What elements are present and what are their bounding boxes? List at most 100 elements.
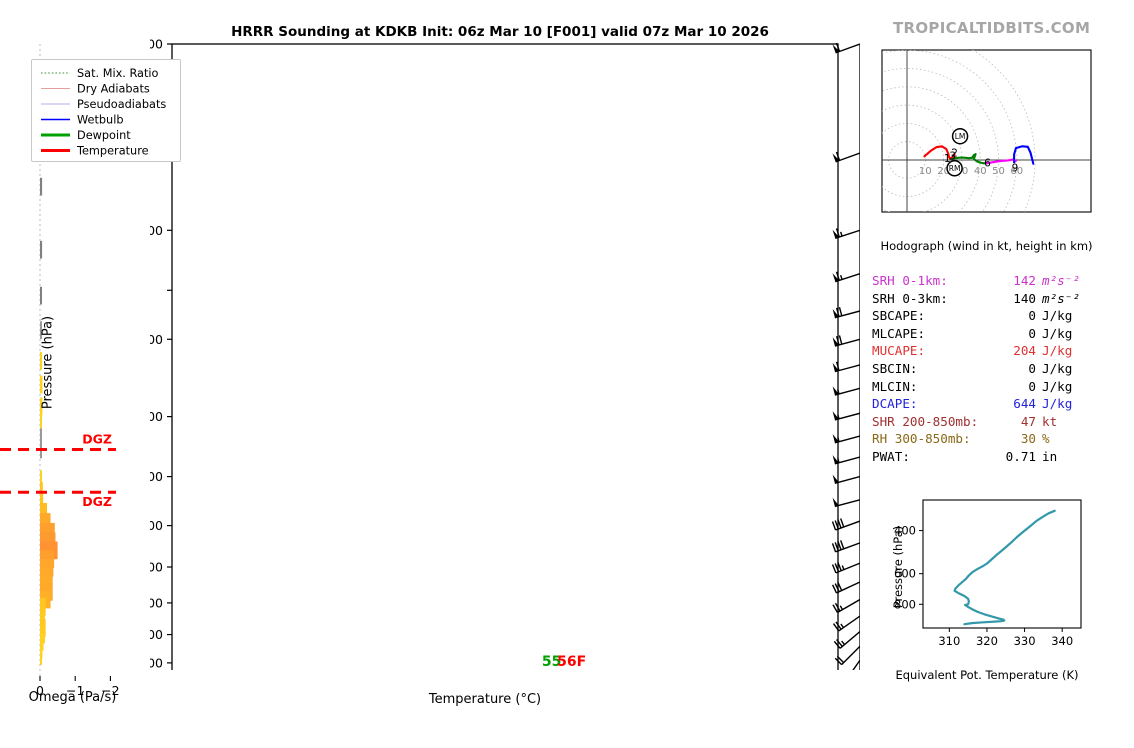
svg-text:500: 500 xyxy=(150,469,163,484)
parameter-unit: % xyxy=(1042,431,1050,447)
svg-text:300: 300 xyxy=(150,332,163,347)
page-title: HRRR Sounding at KDKB Init: 06z Mar 10 [… xyxy=(231,24,769,40)
svg-text:2: 2 xyxy=(951,148,958,160)
parameter-row: MLCIN: 0 J/kg xyxy=(872,378,1102,396)
svg-text:Temperature: Temperature xyxy=(76,145,149,158)
parameter-label: SHR 200-850mb: xyxy=(872,413,979,429)
svg-text:9: 9 xyxy=(1012,162,1019,174)
svg-text:200: 200 xyxy=(150,223,163,238)
svg-text:400: 400 xyxy=(894,524,916,538)
parameter-row: SRH 0-3km: 140 m²s⁻² xyxy=(872,290,1102,308)
parameter-value: 204 xyxy=(1013,343,1036,359)
omega-panel: DGZ DGZ 0 −1 −2 xyxy=(0,38,145,708)
svg-text:40: 40 xyxy=(974,166,987,177)
brand-watermark: TROPICALTIDBITS.COM xyxy=(893,19,1091,37)
parameter-value: 0 xyxy=(1028,378,1036,394)
thetae-xlabel: Equivalent Pot. Temperature (K) xyxy=(895,668,1079,682)
svg-text:50: 50 xyxy=(992,166,1005,177)
parameter-label: MLCIN: xyxy=(872,378,918,394)
parameter-unit: J/kg xyxy=(1042,308,1073,324)
parameter-unit: m²s⁻² xyxy=(1042,290,1080,306)
parameter-value: 0 xyxy=(1028,325,1036,341)
legend: Sat. Mix. Ratio Dry Adiabats Pseudoadiabat… xyxy=(31,59,181,162)
hodograph-caption: Hodograph (wind in kt, height in km) xyxy=(880,239,1093,253)
svg-text:310: 310 xyxy=(938,634,960,648)
svg-text:900: 900 xyxy=(150,627,163,642)
svg-text:DGZ: DGZ xyxy=(82,431,112,446)
svg-text:1000: 1000 xyxy=(150,655,163,670)
svg-text:320: 320 xyxy=(976,634,998,648)
svg-text:Pseudoadiabats: Pseudoadiabats xyxy=(77,98,166,111)
svg-text:800: 800 xyxy=(150,595,163,610)
svg-text:400: 400 xyxy=(150,409,163,424)
svg-text:−2: −2 xyxy=(101,683,119,698)
svg-text:3: 3 xyxy=(949,150,956,162)
parameter-value: 0 xyxy=(1028,360,1036,376)
hodograph-panel: 10203040506012369LMRM xyxy=(879,47,1094,237)
parameter-label: SBCIN: xyxy=(872,360,918,376)
omega-xlabel: Omega (Pa/s) xyxy=(28,690,117,705)
svg-text:55: 55 xyxy=(542,654,561,670)
parameter-value: 0 xyxy=(1028,308,1036,324)
skewt-xlabel: Temperature (°C) xyxy=(428,692,542,707)
svg-text:340: 340 xyxy=(1051,634,1073,648)
svg-text:Wetbulb: Wetbulb xyxy=(77,114,124,127)
thetae-ylabel: Pressure (hPa) xyxy=(891,525,905,609)
svg-text:800: 800 xyxy=(894,597,916,611)
svg-text:−1: −1 xyxy=(66,683,84,698)
svg-text:RM: RM xyxy=(949,164,961,173)
parameter-unit: J/kg xyxy=(1042,396,1073,412)
parameter-unit: J/kg xyxy=(1042,325,1073,341)
parameter-row: RH 300-850mb: 30% xyxy=(872,430,1102,448)
svg-text:20: 20 xyxy=(937,166,950,177)
svg-text:DGZ: DGZ xyxy=(82,494,112,509)
parameter-value: 0.71 xyxy=(1005,448,1036,464)
parameter-value: 142 xyxy=(1013,273,1036,288)
svg-text:1: 1 xyxy=(944,153,951,165)
svg-text:100: 100 xyxy=(150,38,163,52)
svg-text:0: 0 xyxy=(36,683,44,698)
parameter-row: DCAPE: 644 J/kg xyxy=(872,395,1102,413)
parameter-row: SBCAPE: 0 J/kg xyxy=(872,307,1102,325)
svg-text:Dry Adiabats: Dry Adiabats xyxy=(77,83,150,96)
parameter-value: 30 xyxy=(1020,431,1036,447)
parameter-unit: in xyxy=(1042,448,1058,464)
svg-text:6: 6 xyxy=(984,158,991,170)
parameters-panel: SRH 0-1km: 142 m²s⁻² SRH 0-3km: 140 m²s⁻² SBCA… xyxy=(872,272,1102,466)
svg-text:600: 600 xyxy=(894,567,916,581)
svg-text:330: 330 xyxy=(1014,634,1036,648)
svg-text:60: 60 xyxy=(1010,166,1023,177)
parameter-unit: J/kg xyxy=(1042,360,1073,376)
parameter-value: 140 xyxy=(1013,290,1036,306)
parameter-label: SRH 0-1km: xyxy=(872,273,948,288)
skewt-ylabel: Pressure (hPa) xyxy=(40,315,56,410)
parameter-label: SBCAPE: xyxy=(872,308,926,324)
parameter-unit: m²s⁻² xyxy=(1042,273,1080,288)
parameter-value: 47 xyxy=(1020,413,1036,429)
parameter-row: MLCAPE: 0 J/kg xyxy=(872,325,1102,343)
parameter-row: SBCIN: 0 J/kg xyxy=(872,360,1102,378)
svg-text:600: 600 xyxy=(150,518,163,533)
svg-text:LM: LM xyxy=(955,132,966,141)
parameter-row: MUCAPE: 204 J/kg xyxy=(872,342,1102,360)
parameter-row: SHR 200-850mb: 47 kt xyxy=(872,413,1102,431)
svg-text:10: 10 xyxy=(919,166,932,177)
thetae-panel: 310 320 330 340 400 600 800 xyxy=(879,492,1094,657)
parameter-label: MUCAPE: xyxy=(872,343,926,359)
skewt-panel: 12468101316202430365556F-40-30-20-100102… xyxy=(150,38,860,670)
parameter-label: RH 300-850mb: xyxy=(872,431,971,447)
parameter-label: MLCAPE: xyxy=(872,325,926,341)
parameter-row: SRH 0-1km: 142 m²s⁻² xyxy=(872,272,1102,290)
parameter-unit: J/kg xyxy=(1042,378,1073,394)
parameter-label: DCAPE: xyxy=(872,396,918,412)
parameter-row: PWAT: 0.71 in xyxy=(872,448,1102,466)
svg-text:Dewpoint: Dewpoint xyxy=(77,129,131,142)
parameter-label: SRH 0-3km: xyxy=(872,290,948,306)
parameter-label: PWAT: xyxy=(872,448,910,464)
svg-text:Sat. Mix. Ratio: Sat. Mix. Ratio xyxy=(77,67,159,80)
svg-text:56F: 56F xyxy=(557,654,586,670)
parameter-unit: J/kg xyxy=(1042,343,1073,359)
svg-text:700: 700 xyxy=(150,560,163,575)
parameter-unit: kt xyxy=(1042,413,1058,429)
parameter-value: 644 xyxy=(1013,396,1036,412)
